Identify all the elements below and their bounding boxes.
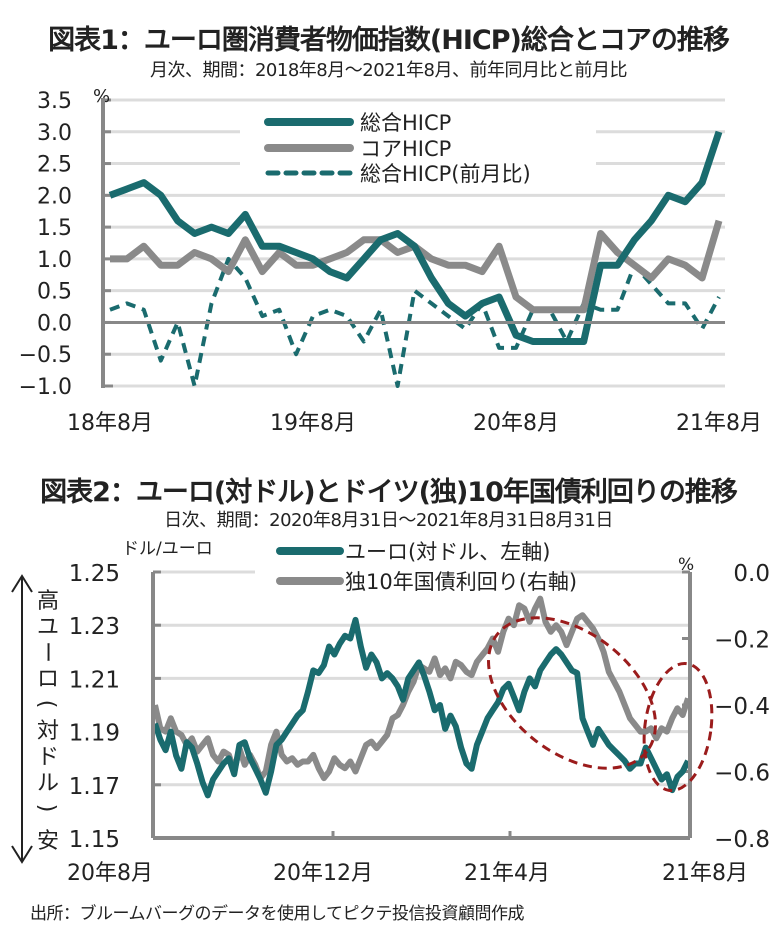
chart2-legend-label: 独10年国債利回り(右軸) xyxy=(345,570,577,594)
chart2-side-label: 高安 ユーロ ( 対ドル) xyxy=(11,574,59,864)
chart2-left-unit: ドル/ユーロ xyxy=(122,539,213,559)
chart1-y-tick-label: 3.0 xyxy=(37,121,72,146)
chart2-side-label-char: ) xyxy=(34,804,59,813)
chart1-y-tick-label: −0.5 xyxy=(19,343,72,368)
chart1-x-tick-label: 19年8月 xyxy=(270,411,356,436)
chart1-y-tick-label: 0.0 xyxy=(37,311,72,336)
chart1-title: 図表1：ユーロ圏消費者物価指数(HICP)総合とコアの推移 xyxy=(48,25,730,56)
chart2-side-label-char: ロ xyxy=(37,667,59,692)
chart2-subtitle: 日次、期間：2020年8月31日～2021年8月31日8月31日 xyxy=(164,510,613,531)
chart1-y-tick-labels: 3.5 3.0 2.5 2.0 1.5 1.0 0.5 0.0 −0.5 −1.0% xyxy=(19,86,111,400)
chart2-right-tick-label: −0.2 xyxy=(714,628,770,654)
chart2-side-label-char: ( xyxy=(34,700,59,709)
chart2-x-tick-label: 20年8月 xyxy=(67,861,153,886)
chart2-side-arrow-down xyxy=(11,845,33,864)
chart2-annotation-ellipse-large xyxy=(487,616,657,770)
chart1-axes xyxy=(101,98,725,388)
chart1-legend-label: 総合HICP(前月比) xyxy=(360,162,531,186)
chart2-side-label-char: ド xyxy=(37,745,59,770)
chart2-left-tick-label: 1.19 xyxy=(69,721,120,747)
chart2-title: 図表2：ユーロ(対ドル)とドイツ(独)10年国債利回りの推移 xyxy=(40,477,738,508)
chart2-side-label-char: ユ xyxy=(37,615,59,640)
chart2-left-tick-label: 1.21 xyxy=(69,667,120,693)
chart1-legend-label: コアHICP xyxy=(360,137,451,161)
chart1-x-tick-label: 21年8月 xyxy=(676,411,762,436)
chart1-y-tick-label: 1.0 xyxy=(37,248,72,273)
chart2-right-tick-label: −0.4 xyxy=(714,694,770,720)
chart2-eur-bund: 1.25 1.23 1.21 1.19 1.17 1.15 0.0 −0.2 −0.4 −0.6 −… xyxy=(11,539,770,886)
chart2-left-tick-label: 1.23 xyxy=(69,614,120,640)
chart1-y-tick-label: 0.5 xyxy=(37,280,72,305)
chart2-side-label-char: ル xyxy=(37,771,59,796)
chart2-left-tick-label: 1.17 xyxy=(69,774,120,800)
chart1-y-tick-label: 1.5 xyxy=(37,216,72,241)
chart1-hicp: 3.53.02.52.01.51.00.50.0−0.5−1.0% 18年8月 1… xyxy=(19,86,762,436)
chart2-x-tick-label: 21年4月 xyxy=(464,861,550,886)
chart2-series xyxy=(152,595,691,799)
chart2-side-label-high: 高 xyxy=(37,589,59,614)
chart2-left-tick-label: 1.15 xyxy=(69,827,120,853)
chart2-side-label-char: ー xyxy=(34,641,59,663)
chart2-axes xyxy=(151,572,692,840)
chart2-side-label-low: 安 xyxy=(37,829,59,854)
chart2-annotations xyxy=(487,616,714,793)
chart1-y-tick-label: −1.0 xyxy=(19,375,72,400)
chart1-legend-label: 総合HICP xyxy=(360,111,451,135)
source-note: 出所：ブルームバーグのデータを使用してピクテ投信投資顧問作成 xyxy=(30,904,524,924)
chart2-x-tick-label: 20年12月 xyxy=(273,861,373,886)
chart1-x-tick-label: 18年8月 xyxy=(67,411,153,436)
chart2-series-eurusd xyxy=(152,616,691,799)
chart1-subtitle: 月次、期間：2018年8月～2021年8月、前年同月比と前月比 xyxy=(149,60,628,81)
chart1-x-tick-label: 20年8月 xyxy=(473,411,559,436)
chart2-side-arrow-up xyxy=(11,574,33,593)
chart2-x-tick-label: 21年8月 xyxy=(662,861,748,886)
chart1-y-tick-label: 2.5 xyxy=(37,153,72,178)
chart2-left-tick-label: 1.25 xyxy=(69,561,120,587)
chart2-right-tick-label: 0.0 xyxy=(733,561,770,587)
chart2-annotation-ellipse-small xyxy=(642,661,714,793)
chart1-y-tick-label: 3.5 xyxy=(37,89,72,114)
chart1-y-unit: % xyxy=(93,86,110,107)
chart1-x-tick-labels: 18年8月 19年8月 20年8月 21年8月 xyxy=(67,411,762,436)
chart2-right-tick-label: −0.8 xyxy=(714,827,770,853)
chart2-right-unit: % xyxy=(678,555,694,575)
chart2-legend: ユーロ(対ドル、左軸) 独10年国債利回り(右軸) xyxy=(276,540,577,594)
chart2-side-label-char: 対 xyxy=(37,719,59,744)
chart1-series xyxy=(108,130,723,388)
chart2-legend-label: ユーロ(対ドル、左軸) xyxy=(345,540,550,564)
chart1-y-tick-label: 2.0 xyxy=(37,184,72,209)
chart2-right-tick-label: −0.6 xyxy=(714,761,770,787)
